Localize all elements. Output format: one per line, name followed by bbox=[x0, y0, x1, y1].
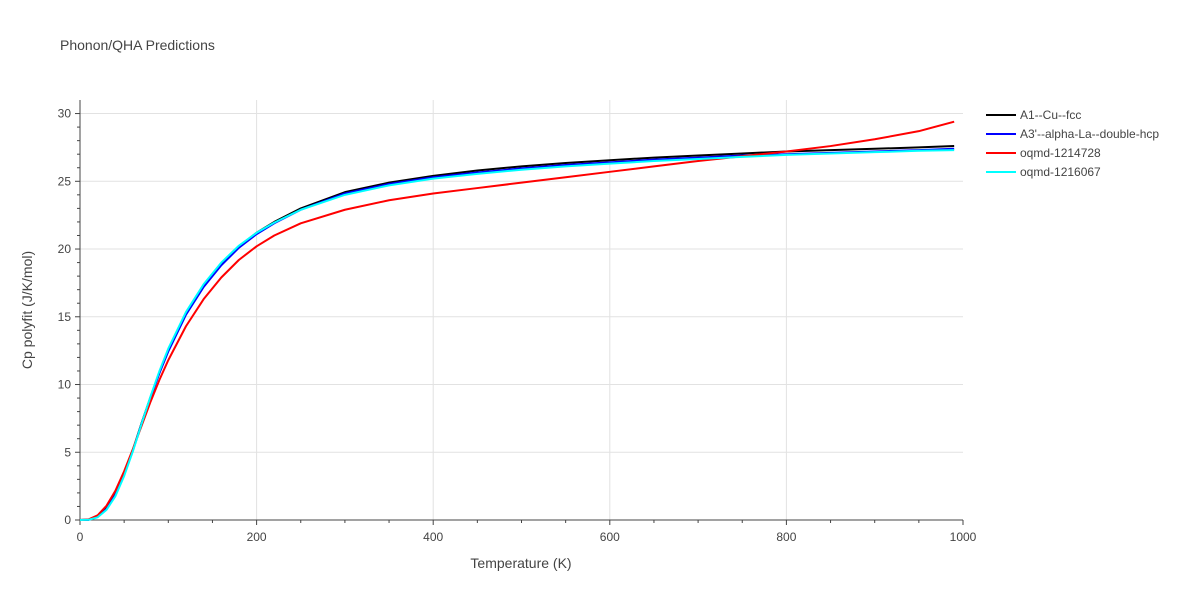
legend-item-2[interactable]: A3'--alpha-La--double-hcp bbox=[986, 127, 1159, 141]
legend-item-3[interactable]: oqmd-1214728 bbox=[986, 146, 1101, 160]
x-tick-label: 1000 bbox=[950, 530, 977, 544]
axes bbox=[75, 100, 964, 525]
x-tick-label: 800 bbox=[776, 530, 796, 544]
y-tick-label: 15 bbox=[58, 310, 72, 324]
x-tick-label: 600 bbox=[600, 530, 620, 544]
chart-title: Phonon/QHA Predictions bbox=[60, 37, 215, 53]
legend-label: oqmd-1216067 bbox=[1020, 165, 1101, 179]
legend-label: A3'--alpha-La--double-hcp bbox=[1020, 127, 1159, 141]
y-axis-label: Cp polyfit (J/K/mol) bbox=[19, 251, 35, 369]
y-tick-label: 0 bbox=[64, 513, 71, 527]
y-tick-label: 30 bbox=[58, 107, 72, 121]
series-line-4 bbox=[79, 149, 955, 521]
tick-labels: 0 200 400 600 800 1000 0 5 10 15 20 25 30 bbox=[58, 107, 977, 544]
x-tick-label: 400 bbox=[423, 530, 443, 544]
legend-item-1[interactable]: A1--Cu--fcc bbox=[986, 108, 1081, 122]
grid bbox=[80, 100, 963, 520]
x-tick-label: 200 bbox=[247, 530, 267, 544]
y-tick-label: 20 bbox=[58, 242, 72, 256]
legend-label: A1--Cu--fcc bbox=[1020, 108, 1081, 122]
y-tick-label: 25 bbox=[58, 174, 72, 188]
legend-label: oqmd-1214728 bbox=[1020, 146, 1101, 160]
legend[interactable]: A1--Cu--fcc A3'--alpha-La--double-hcp oqmd… bbox=[986, 108, 1159, 179]
x-axis-label: Temperature (K) bbox=[470, 555, 571, 571]
series-group bbox=[79, 120, 955, 521]
y-tick-label: 5 bbox=[64, 445, 71, 459]
legend-item-4[interactable]: oqmd-1216067 bbox=[986, 165, 1101, 179]
x-tick-label: 0 bbox=[77, 530, 84, 544]
y-tick-label: 10 bbox=[58, 378, 72, 392]
